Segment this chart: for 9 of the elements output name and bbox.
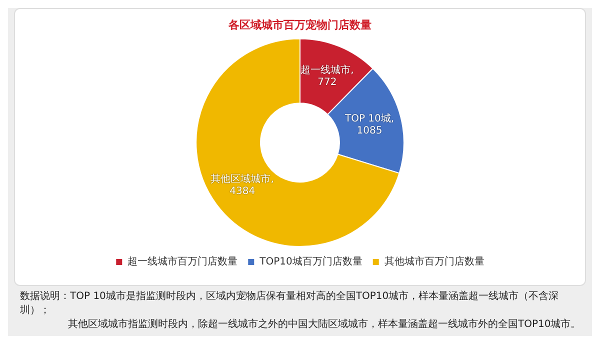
chart-title: 各区域城市百万宠物门店数量 xyxy=(228,18,372,32)
data-label: 超一线城市, 772 xyxy=(300,64,354,88)
text: 数据说明：TOP 10城市是指监测时段内，区域内宠物店保有量相对高的全国TOP10城市，样本量涵盖超一线城市（不含深圳）； xyxy=(20,290,560,318)
legend-label: TOP10城百万门店数量 xyxy=(258,256,362,268)
legend-label: 其他城市百万门店数量 xyxy=(384,256,484,268)
data-label: 其他区域城市, 4384 xyxy=(210,172,274,197)
legend-label: 超一线城市百万门店数量 xyxy=(128,256,238,268)
text: 其他区域城市指监测时段内，除超一线城市之外的中国大陆区域城市，样本量涵盖超一线城市外的全国TOP10城市。 xyxy=(67,318,582,332)
data-label: TOP 10城, 1085 xyxy=(344,112,394,137)
